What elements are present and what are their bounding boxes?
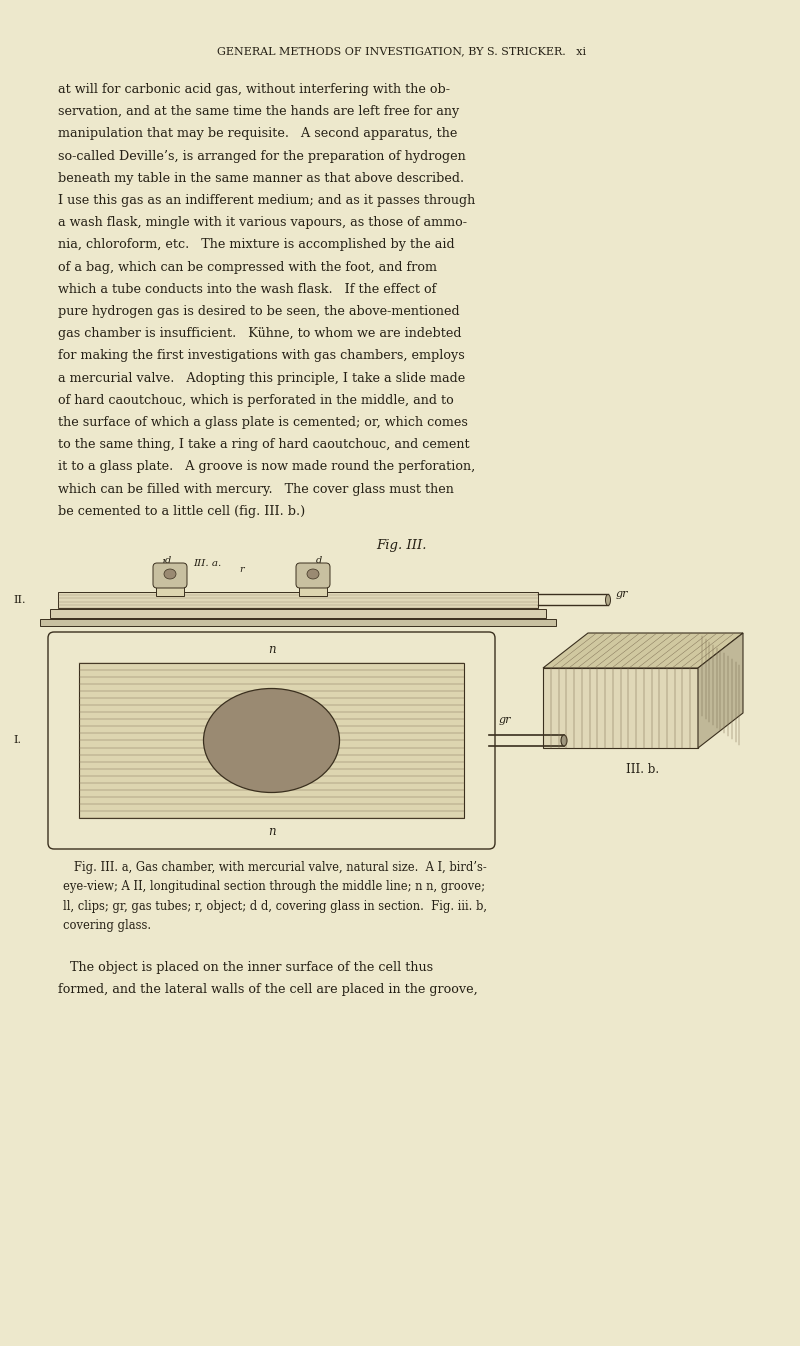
- Text: a mercurial valve.   Adopting this principle, I take a slide made: a mercurial valve. Adopting this princip…: [58, 371, 466, 385]
- Text: II.: II.: [13, 595, 26, 604]
- Text: of a bag, which can be compressed with the foot, and from: of a bag, which can be compressed with t…: [58, 261, 437, 273]
- Bar: [79, 664, 464, 818]
- Text: n: n: [268, 825, 275, 839]
- Text: gr: gr: [499, 716, 511, 725]
- Ellipse shape: [561, 735, 567, 746]
- Bar: [40, 619, 556, 626]
- Text: n: n: [268, 643, 275, 656]
- Polygon shape: [543, 633, 743, 668]
- Text: which a tube conducts into the wash flask.   If the effect of: which a tube conducts into the wash flas…: [58, 283, 436, 296]
- Text: gas chamber is insufficient.   Kühne, to whom we are indebted: gas chamber is insufficient. Kühne, to w…: [58, 327, 462, 341]
- Text: manipulation that may be requisite.   A second apparatus, the: manipulation that may be requisite. A se…: [58, 128, 458, 140]
- Text: the surface of which a glass plate is cemented; or, which comes: the surface of which a glass plate is ce…: [58, 416, 468, 429]
- Text: l: l: [162, 559, 165, 569]
- Bar: [299, 577, 327, 596]
- Text: nia, chloroform, etc.   The mixture is accomplished by the aid: nia, chloroform, etc. The mixture is acc…: [58, 238, 454, 252]
- Text: III. b.: III. b.: [626, 763, 659, 777]
- Polygon shape: [698, 633, 743, 748]
- Text: eye-view; A II, longitudinal section through the middle line; n n, groove;: eye-view; A II, longitudinal section thr…: [63, 880, 485, 894]
- Text: III. a.: III. a.: [193, 559, 222, 568]
- Text: n: n: [165, 598, 171, 607]
- Text: at will for carbonic acid gas, without interfering with the ob-: at will for carbonic acid gas, without i…: [58, 83, 450, 96]
- FancyBboxPatch shape: [48, 633, 495, 849]
- Text: l: l: [87, 668, 91, 681]
- Polygon shape: [543, 668, 698, 748]
- Text: for making the first investigations with gas chambers, employs: for making the first investigations with…: [58, 350, 465, 362]
- Text: I.: I.: [13, 735, 21, 746]
- Text: beneath my table in the same manner as that above described.: beneath my table in the same manner as t…: [58, 172, 464, 184]
- Text: n: n: [453, 755, 460, 766]
- Bar: [50, 608, 546, 618]
- Ellipse shape: [606, 595, 610, 606]
- Text: n: n: [308, 598, 314, 607]
- Text: gr: gr: [616, 590, 629, 599]
- Ellipse shape: [164, 569, 176, 579]
- Text: GENERAL METHODS OF INVESTIGATION, BY S. STRICKER.   xi: GENERAL METHODS OF INVESTIGATION, BY S. …: [217, 46, 586, 57]
- Text: ll, clips; gr, gas tubes; r, object; d d, covering glass in section.  Fig. iii. : ll, clips; gr, gas tubes; r, object; d d…: [63, 900, 487, 913]
- Text: I use this gas as an indifferent medium; and as it passes through: I use this gas as an indifferent medium;…: [58, 194, 475, 207]
- Text: d: d: [165, 556, 171, 565]
- Text: Fig. III.: Fig. III.: [376, 538, 426, 552]
- Bar: [58, 592, 538, 608]
- Ellipse shape: [203, 689, 339, 793]
- Text: pure hydrogen gas is desired to be seen, the above-mentioned: pure hydrogen gas is desired to be seen,…: [58, 306, 460, 318]
- Text: to the same thing, I take a ring of hard caoutchouc, and cement: to the same thing, I take a ring of hard…: [58, 439, 470, 451]
- FancyBboxPatch shape: [296, 563, 330, 588]
- Text: formed, and the lateral walls of the cell are placed in the groove,: formed, and the lateral walls of the cel…: [58, 983, 478, 996]
- Text: Fig. III. a, Gas chamber, with mercurial valve, natural size.  A I, bird’s-: Fig. III. a, Gas chamber, with mercurial…: [63, 861, 486, 874]
- Text: it to a glass plate.   A groove is now made round the perforation,: it to a glass plate. A groove is now mad…: [58, 460, 475, 474]
- Bar: [156, 577, 184, 596]
- Text: d: d: [316, 556, 322, 565]
- Text: which can be filled with mercury.   The cover glass must then: which can be filled with mercury. The co…: [58, 483, 454, 495]
- Text: r: r: [239, 565, 244, 573]
- Text: The object is placed on the inner surface of the cell thus: The object is placed on the inner surfac…: [58, 961, 433, 975]
- FancyBboxPatch shape: [153, 563, 187, 588]
- Text: of hard caoutchouc, which is perforated in the middle, and to: of hard caoutchouc, which is perforated …: [58, 394, 454, 406]
- Text: be cemented to a little cell (fig. III. b.): be cemented to a little cell (fig. III. …: [58, 505, 306, 518]
- Text: n: n: [83, 716, 90, 725]
- Text: servation, and at the same time the hands are left free for any: servation, and at the same time the hand…: [58, 105, 459, 118]
- Text: so-called Deville’s, is arranged for the preparation of hydrogen: so-called Deville’s, is arranged for the…: [58, 149, 466, 163]
- Text: l: l: [452, 800, 456, 813]
- Ellipse shape: [307, 569, 319, 579]
- Text: covering glass.: covering glass.: [63, 919, 151, 933]
- Text: a wash flask, mingle with it various vapours, as those of ammo-: a wash flask, mingle with it various vap…: [58, 217, 467, 229]
